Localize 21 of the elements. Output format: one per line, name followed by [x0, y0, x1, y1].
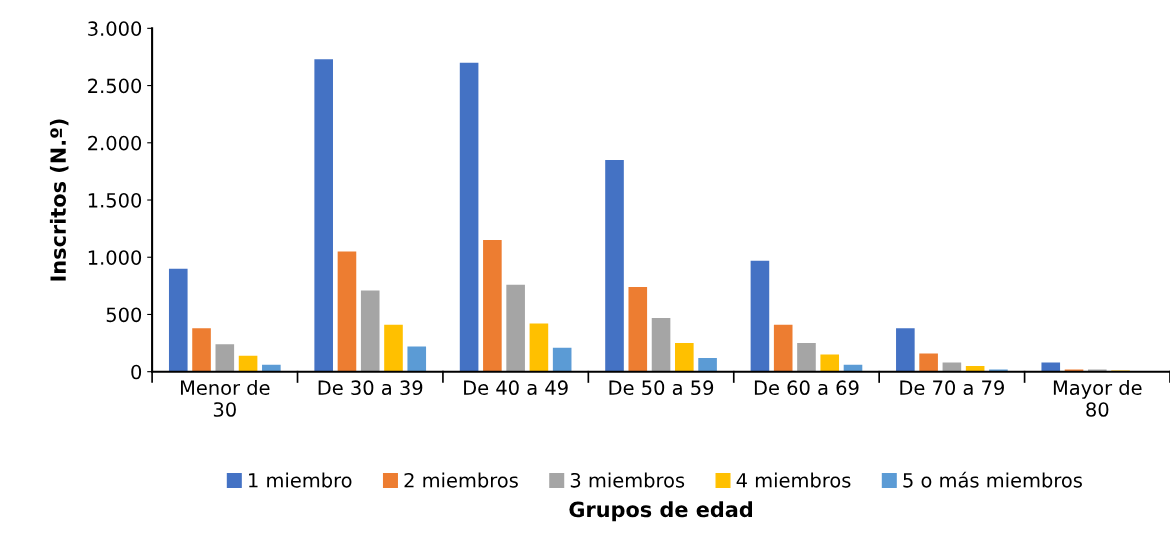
y-tick-label: 3.000	[88, 21, 142, 36]
x-axis-title: Grupos de edad	[569, 501, 752, 522]
y-tick-label: 500	[106, 307, 142, 323]
x-tick-label: Menor de 30	[180, 380, 270, 417]
legend-label: 2 miembros	[404, 472, 518, 488]
x-tick-label: Mayor de 80	[1053, 380, 1142, 417]
y-tick-label: 2.500	[88, 78, 142, 94]
x-tick-label: De 30 a 39	[318, 380, 423, 396]
legend-label: 4 miembros	[736, 472, 851, 488]
x-tick-label: De 70 a 79	[900, 380, 1004, 396]
y-tick-label: 2.000	[88, 135, 142, 151]
x-tick-label: De 40 a 49	[464, 380, 568, 396]
y-axis-title: Inscritos (N.º)	[49, 119, 69, 281]
legend-label: 3 miembros	[570, 472, 685, 488]
y-tick-label: 1.500	[88, 192, 142, 208]
y-tick-label: 1.000	[88, 250, 142, 265]
x-tick-label: De 60 a 69	[754, 380, 859, 396]
legend-label: 5 o más miembros	[903, 471, 1082, 488]
legend-label: 1 miembro	[249, 472, 352, 488]
x-tick-label: De 50 a 59	[609, 380, 714, 396]
y-tick-label: 0	[131, 364, 142, 380]
